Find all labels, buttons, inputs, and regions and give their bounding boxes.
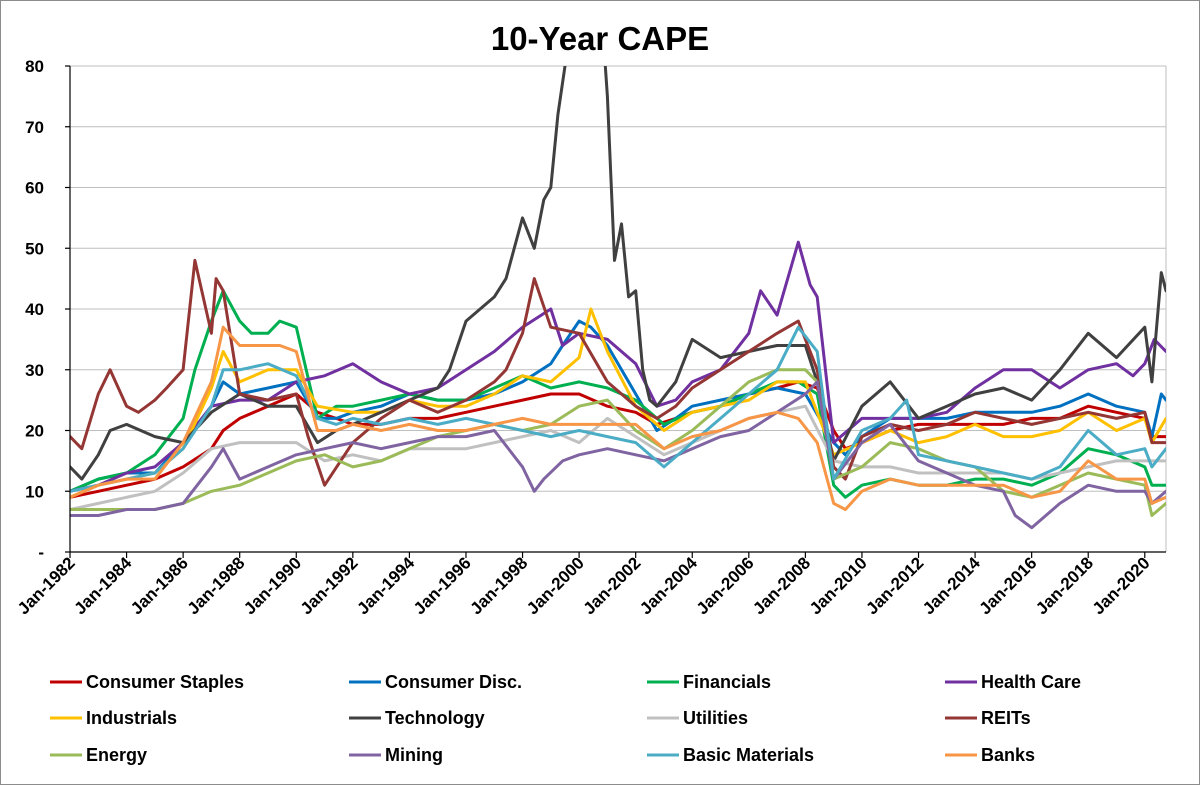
- y-tick-label: 80: [25, 57, 44, 76]
- x-tick-label: Jan-2016: [976, 553, 1041, 618]
- x-tick-label: Jan-1996: [410, 553, 475, 618]
- chart-title: 10-Year CAPE: [491, 20, 709, 57]
- series-line-consumer-staples: [70, 380, 1166, 499]
- x-tick-label: Jan-2008: [749, 553, 814, 618]
- x-tick-label: Jan-2002: [580, 553, 645, 618]
- series-line-utilities: [70, 404, 1166, 511]
- legend-label: Financials: [683, 672, 771, 692]
- x-tick-label: Jan-1988: [184, 553, 249, 618]
- axes: [65, 65, 1166, 558]
- x-tick-label: Jan-2010: [806, 553, 871, 618]
- x-tick-label: Jan-1998: [466, 553, 531, 618]
- y-axis-tick-labels: - 10 20 30 40 50 60 70 80: [25, 57, 44, 562]
- x-tick-label: Jan-2020: [1089, 553, 1154, 618]
- legend-label: Utilities: [683, 708, 748, 728]
- x-tick-label: Jan-1986: [127, 553, 192, 618]
- series-line-energy: [70, 368, 1166, 517]
- x-tick-label: Jan-2006: [693, 553, 758, 618]
- gridlines: [70, 65, 1167, 552]
- legend: Consumer Staples Consumer Disc. Financials…: [50, 672, 1081, 765]
- series-line-financials: [70, 289, 1166, 499]
- x-axis-tick-labels: Jan-1982Jan-1984Jan-1986Jan-1988Jan-1990…: [14, 553, 1154, 618]
- x-tick-label: Jan-2004: [636, 553, 701, 618]
- series-line-reits: [70, 258, 1166, 487]
- legend-label: Mining: [385, 745, 443, 765]
- x-tick-label: Jan-2018: [1032, 553, 1097, 618]
- y-tick-label: 10: [25, 482, 44, 501]
- series-line-mining: [70, 380, 1166, 530]
- series-line-banks: [70, 325, 1166, 511]
- x-tick-label: Jan-2014: [919, 553, 984, 618]
- x-tick-label: Jan-1994: [353, 553, 418, 618]
- y-tick-label: 30: [25, 361, 44, 380]
- x-tick-label: Jan-1982: [14, 553, 79, 618]
- series-line-consumer-disc: [70, 319, 1166, 493]
- x-tick-label: Jan-1984: [70, 553, 135, 618]
- legend-label: Technology: [385, 708, 485, 728]
- y-tick-label: -: [38, 543, 44, 562]
- legend-label: Consumer Disc.: [385, 672, 522, 692]
- x-tick-label: Jan-2000: [523, 553, 588, 618]
- legend-label: Consumer Staples: [86, 672, 244, 692]
- series-lines: [70, 66, 1166, 530]
- y-tick-label: 40: [25, 300, 44, 319]
- legend-label: Industrials: [86, 708, 177, 728]
- y-tick-label: 50: [25, 239, 44, 258]
- y-tick-label: 60: [25, 179, 44, 198]
- legend-label: Energy: [86, 745, 147, 765]
- legend-label: REITs: [981, 708, 1031, 728]
- series-line-industrials: [70, 307, 1166, 499]
- y-tick-label: 70: [25, 118, 44, 137]
- x-tick-label: Jan-2012: [862, 553, 927, 618]
- series-line-basic-materials: [70, 325, 1166, 493]
- legend-label: Banks: [981, 745, 1035, 765]
- x-tick-label: Jan-1990: [240, 553, 305, 618]
- y-tick-label: 20: [25, 422, 44, 441]
- legend-label: Health Care: [981, 672, 1081, 692]
- x-tick-label: Jan-1992: [297, 553, 362, 618]
- legend-label: Basic Materials: [683, 745, 814, 765]
- series-line-health-care: [70, 240, 1166, 493]
